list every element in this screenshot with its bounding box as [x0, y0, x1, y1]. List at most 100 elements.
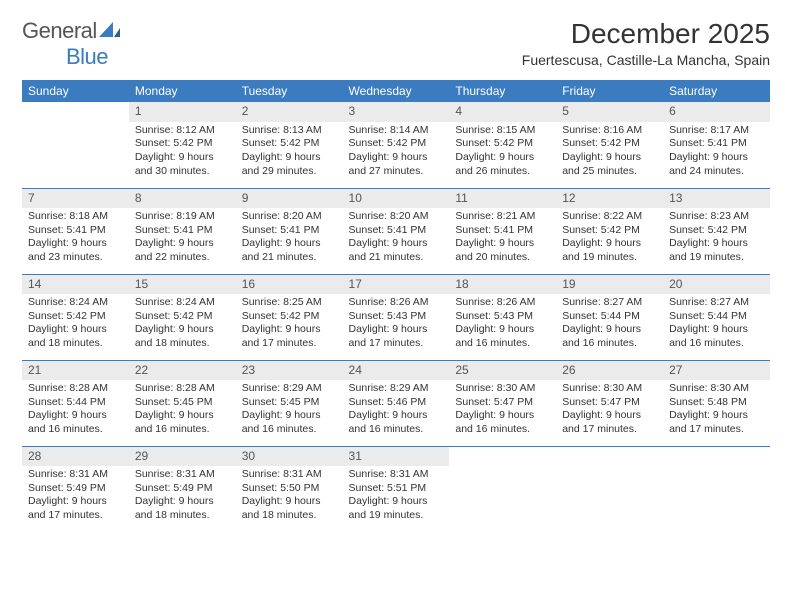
calendar-cell: 1Sunrise: 8:12 AMSunset: 5:42 PMDaylight…: [129, 102, 236, 188]
daylight-text: Daylight: 9 hours and 19 minutes.: [669, 237, 764, 264]
daylight-text: Daylight: 9 hours and 16 minutes.: [562, 323, 657, 350]
sunset-text: Sunset: 5:42 PM: [135, 137, 230, 151]
sunrise-text: Sunrise: 8:14 AM: [349, 124, 444, 138]
calendar-cell: 28Sunrise: 8:31 AMSunset: 5:49 PMDayligh…: [22, 446, 129, 532]
calendar-week-row: 7Sunrise: 8:18 AMSunset: 5:41 PMDaylight…: [22, 188, 770, 274]
calendar-week-row: 1Sunrise: 8:12 AMSunset: 5:42 PMDaylight…: [22, 102, 770, 188]
daylight-text: Daylight: 9 hours and 24 minutes.: [669, 151, 764, 178]
sunrise-text: Sunrise: 8:12 AM: [135, 124, 230, 138]
day-number: 20: [663, 275, 770, 295]
day-body: Sunrise: 8:12 AMSunset: 5:42 PMDaylight:…: [129, 122, 236, 183]
day-number: 1: [129, 102, 236, 122]
calendar-cell: 7Sunrise: 8:18 AMSunset: 5:41 PMDaylight…: [22, 188, 129, 274]
day-number: 12: [556, 189, 663, 209]
sunset-text: Sunset: 5:41 PM: [455, 224, 550, 238]
calendar-cell: 5Sunrise: 8:16 AMSunset: 5:42 PMDaylight…: [556, 102, 663, 188]
day-number: 11: [449, 189, 556, 209]
day-number: 5: [556, 102, 663, 122]
daylight-text: Daylight: 9 hours and 16 minutes.: [242, 409, 337, 436]
day-body: Sunrise: 8:14 AMSunset: 5:42 PMDaylight:…: [343, 122, 450, 183]
calendar-cell: 27Sunrise: 8:30 AMSunset: 5:48 PMDayligh…: [663, 360, 770, 446]
daylight-text: Daylight: 9 hours and 17 minutes.: [562, 409, 657, 436]
logo-text-blue: Blue: [66, 44, 108, 69]
calendar-cell: 20Sunrise: 8:27 AMSunset: 5:44 PMDayligh…: [663, 274, 770, 360]
day-header: Monday: [129, 80, 236, 102]
title-block: December 2025 Fuertescusa, Castille-La M…: [522, 18, 770, 68]
sunrise-text: Sunrise: 8:16 AM: [562, 124, 657, 138]
calendar-table: Sunday Monday Tuesday Wednesday Thursday…: [22, 80, 770, 532]
day-header: Saturday: [663, 80, 770, 102]
sunrise-text: Sunrise: 8:26 AM: [455, 296, 550, 310]
calendar-week-row: 14Sunrise: 8:24 AMSunset: 5:42 PMDayligh…: [22, 274, 770, 360]
calendar-cell: 9Sunrise: 8:20 AMSunset: 5:41 PMDaylight…: [236, 188, 343, 274]
calendar-cell: 12Sunrise: 8:22 AMSunset: 5:42 PMDayligh…: [556, 188, 663, 274]
sunrise-text: Sunrise: 8:24 AM: [135, 296, 230, 310]
sunrise-text: Sunrise: 8:21 AM: [455, 210, 550, 224]
sunrise-text: Sunrise: 8:30 AM: [669, 382, 764, 396]
sunrise-text: Sunrise: 8:20 AM: [242, 210, 337, 224]
day-body: Sunrise: 8:22 AMSunset: 5:42 PMDaylight:…: [556, 208, 663, 269]
daylight-text: Daylight: 9 hours and 17 minutes.: [669, 409, 764, 436]
sunset-text: Sunset: 5:45 PM: [135, 396, 230, 410]
sunrise-text: Sunrise: 8:28 AM: [28, 382, 123, 396]
calendar-cell: 4Sunrise: 8:15 AMSunset: 5:42 PMDaylight…: [449, 102, 556, 188]
calendar-cell: 13Sunrise: 8:23 AMSunset: 5:42 PMDayligh…: [663, 188, 770, 274]
day-body: Sunrise: 8:20 AMSunset: 5:41 PMDaylight:…: [236, 208, 343, 269]
day-number: 21: [22, 361, 129, 381]
day-body: Sunrise: 8:26 AMSunset: 5:43 PMDaylight:…: [343, 294, 450, 355]
calendar-cell: 10Sunrise: 8:20 AMSunset: 5:41 PMDayligh…: [343, 188, 450, 274]
sunset-text: Sunset: 5:42 PM: [562, 224, 657, 238]
sunset-text: Sunset: 5:47 PM: [455, 396, 550, 410]
sunrise-text: Sunrise: 8:29 AM: [242, 382, 337, 396]
sunset-text: Sunset: 5:46 PM: [349, 396, 444, 410]
day-number: 26: [556, 361, 663, 381]
sunset-text: Sunset: 5:44 PM: [669, 310, 764, 324]
day-number: 22: [129, 361, 236, 381]
day-header: Thursday: [449, 80, 556, 102]
calendar-cell: 16Sunrise: 8:25 AMSunset: 5:42 PMDayligh…: [236, 274, 343, 360]
day-body: Sunrise: 8:28 AMSunset: 5:45 PMDaylight:…: [129, 380, 236, 441]
location-subtitle: Fuertescusa, Castille-La Mancha, Spain: [522, 52, 770, 68]
day-body: Sunrise: 8:13 AMSunset: 5:42 PMDaylight:…: [236, 122, 343, 183]
daylight-text: Daylight: 9 hours and 25 minutes.: [562, 151, 657, 178]
sunset-text: Sunset: 5:44 PM: [562, 310, 657, 324]
daylight-text: Daylight: 9 hours and 16 minutes.: [455, 323, 550, 350]
sunrise-text: Sunrise: 8:20 AM: [349, 210, 444, 224]
sunrise-text: Sunrise: 8:23 AM: [669, 210, 764, 224]
day-body: Sunrise: 8:30 AMSunset: 5:47 PMDaylight:…: [449, 380, 556, 441]
sunrise-text: Sunrise: 8:18 AM: [28, 210, 123, 224]
day-body: Sunrise: 8:31 AMSunset: 5:51 PMDaylight:…: [343, 466, 450, 527]
logo-sail-icon: [99, 21, 121, 44]
calendar-cell: 21Sunrise: 8:28 AMSunset: 5:44 PMDayligh…: [22, 360, 129, 446]
daylight-text: Daylight: 9 hours and 16 minutes.: [669, 323, 764, 350]
calendar-cell: [449, 446, 556, 532]
day-body: Sunrise: 8:24 AMSunset: 5:42 PMDaylight:…: [129, 294, 236, 355]
daylight-text: Daylight: 9 hours and 18 minutes.: [135, 323, 230, 350]
day-body: Sunrise: 8:25 AMSunset: 5:42 PMDaylight:…: [236, 294, 343, 355]
sunrise-text: Sunrise: 8:17 AM: [669, 124, 764, 138]
sunset-text: Sunset: 5:49 PM: [135, 482, 230, 496]
day-body: Sunrise: 8:27 AMSunset: 5:44 PMDaylight:…: [663, 294, 770, 355]
daylight-text: Daylight: 9 hours and 17 minutes.: [349, 323, 444, 350]
day-body: Sunrise: 8:17 AMSunset: 5:41 PMDaylight:…: [663, 122, 770, 183]
day-body: Sunrise: 8:16 AMSunset: 5:42 PMDaylight:…: [556, 122, 663, 183]
day-body: Sunrise: 8:19 AMSunset: 5:41 PMDaylight:…: [129, 208, 236, 269]
daylight-text: Daylight: 9 hours and 16 minutes.: [28, 409, 123, 436]
calendar-cell: 31Sunrise: 8:31 AMSunset: 5:51 PMDayligh…: [343, 446, 450, 532]
calendar-cell: 6Sunrise: 8:17 AMSunset: 5:41 PMDaylight…: [663, 102, 770, 188]
sunset-text: Sunset: 5:44 PM: [28, 396, 123, 410]
day-number: 14: [22, 275, 129, 295]
day-number: 27: [663, 361, 770, 381]
daylight-text: Daylight: 9 hours and 20 minutes.: [455, 237, 550, 264]
day-number: 31: [343, 447, 450, 467]
daylight-text: Daylight: 9 hours and 21 minutes.: [242, 237, 337, 264]
day-body: Sunrise: 8:27 AMSunset: 5:44 PMDaylight:…: [556, 294, 663, 355]
day-number: 18: [449, 275, 556, 295]
calendar-cell: 14Sunrise: 8:24 AMSunset: 5:42 PMDayligh…: [22, 274, 129, 360]
day-body: Sunrise: 8:26 AMSunset: 5:43 PMDaylight:…: [449, 294, 556, 355]
sunset-text: Sunset: 5:42 PM: [242, 137, 337, 151]
sunset-text: Sunset: 5:43 PM: [349, 310, 444, 324]
day-number: 7: [22, 189, 129, 209]
calendar-cell: 29Sunrise: 8:31 AMSunset: 5:49 PMDayligh…: [129, 446, 236, 532]
sunrise-text: Sunrise: 8:31 AM: [242, 468, 337, 482]
